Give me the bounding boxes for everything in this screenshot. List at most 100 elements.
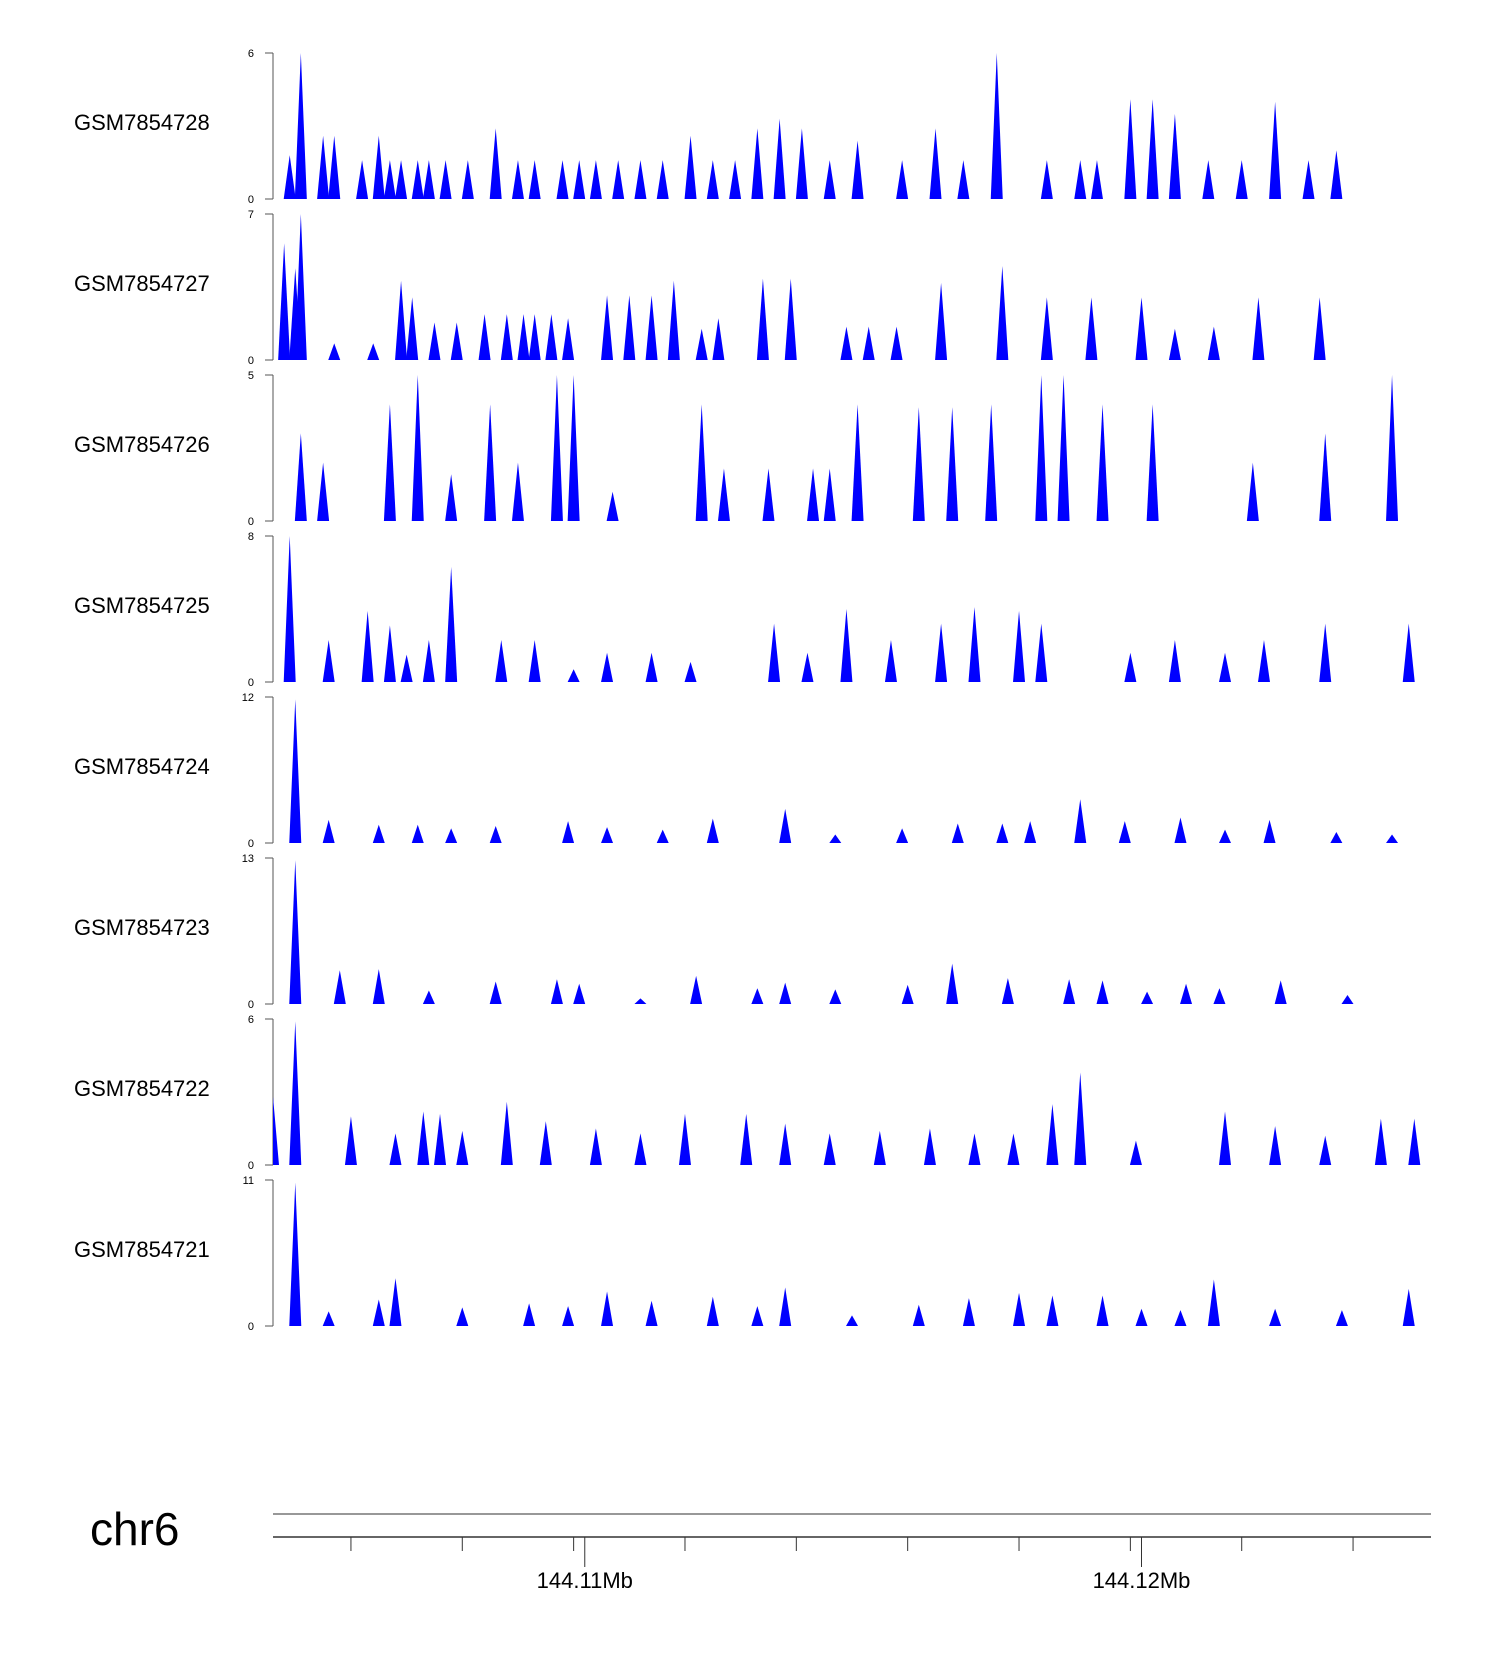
coverage-peak [784,278,797,360]
genome-axis: chr6 144.11Mb 144.12Mb [90,1503,1431,1593]
coverage-peak [1096,980,1109,1004]
coverage-peak [1057,375,1070,521]
coverage-peak [445,828,458,843]
coverage-peak [1319,433,1332,521]
coverage-peak [601,827,614,843]
track-GSM7854728: GSM7854728 6 0 [74,48,1343,206]
coverage-peak [996,266,1009,360]
coverage-peak [996,823,1009,843]
coverage-peak [383,404,396,521]
coverage-peak [1135,1308,1148,1326]
coverage-peak [695,404,708,521]
coverage-peak [623,295,636,360]
coverage-peak [289,699,302,843]
coverage-peak [523,1303,536,1326]
y-max-label: 12 [242,692,254,704]
coverage-peak [840,609,853,682]
y-max-label: 6 [248,48,254,60]
coverage-peak [968,1133,981,1165]
coverage-peak [1402,1288,1415,1326]
coverage-peak [807,468,820,521]
coverage-peak [684,135,697,199]
coverage-peak [1174,817,1187,843]
coverage-peak [1146,404,1159,521]
coverage-peak [372,969,385,1004]
track-label: GSM7854727 [74,271,210,296]
coverage-peak [428,322,441,360]
coverage-peak [1007,1133,1020,1165]
coverage-peak [450,322,463,360]
coverage-peak [1074,1072,1087,1165]
coverage-peak [289,860,302,1004]
coverage-peak [645,1300,658,1326]
coverage-peak [417,1111,430,1165]
coverage-peak [1219,652,1232,682]
coverage-peak [556,160,569,199]
track-label: GSM7854722 [74,1076,210,1101]
coverage-peak [528,160,541,199]
coverage-peak [801,652,814,682]
coverage-peak [823,468,836,521]
coverage-peak [829,834,842,843]
track-GSM7854726: GSM7854726 5 0 [74,370,1399,528]
coverage-peak [751,128,764,199]
coverage-peak [456,1307,469,1326]
coverage-peak [1063,979,1076,1004]
coverage-peak [439,160,452,199]
coverage-peak [517,314,530,360]
coverage-peak [706,160,719,199]
coverage-peak [1135,297,1148,360]
coverage-peak [328,343,341,360]
coverage-peak [489,825,502,843]
coverage-peak [539,1121,552,1165]
coverage-peak [968,607,981,682]
coverage-peak [1402,623,1415,682]
coverage-peak [1074,160,1087,199]
coverage-peak [779,982,792,1004]
data-tracks: GSM785472860GSM785472770GSM785472650GSM7… [74,48,1421,1333]
coverage-peak [294,53,307,199]
track-GSM7854727: GSM7854727 7 0 [74,209,1326,367]
coverage-peak [528,314,541,360]
y-min-label: 0 [248,194,254,206]
coverage-peak [1246,462,1259,521]
coverage-peak [1257,640,1270,682]
coverage-peak [601,1291,614,1326]
coverage-peak [422,160,435,199]
coverage-peak [356,160,369,199]
coverage-peak [1168,328,1181,360]
coverage-peak [445,567,458,682]
coverage-peak [1341,995,1354,1004]
coverage-peak [562,318,575,360]
coverage-peak [1180,983,1193,1004]
coverage-peak [829,989,842,1004]
coverage-peak [712,318,725,360]
coverage-peak [912,1304,925,1326]
coverage-peak [1386,375,1399,521]
coverage-peak [294,433,307,521]
coverage-peak [634,1133,647,1165]
coverage-peak [411,160,424,199]
coverage-peak [1386,834,1399,843]
coverage-peak [779,808,792,843]
track-label: GSM7854724 [74,754,210,779]
coverage-peak [322,640,335,682]
coverage-peak [562,821,575,843]
track-label: GSM7854726 [74,432,210,457]
coverage-peak [1024,821,1037,843]
coverage-peak [1040,297,1053,360]
coverage-peak [717,468,730,521]
track-label: GSM7854728 [74,110,210,135]
coverage-peak [372,1299,385,1326]
coverage-peak [1219,1111,1232,1165]
coverage-peak [567,375,580,521]
coverage-peak [283,155,296,199]
coverage-peak [1046,1104,1059,1165]
coverage-peak [985,404,998,521]
coverage-peak [762,468,775,521]
coverage-peak [1040,160,1053,199]
coverage-peak [389,1133,402,1165]
coverage-peak [1090,160,1103,199]
coverage-peak [946,407,959,521]
